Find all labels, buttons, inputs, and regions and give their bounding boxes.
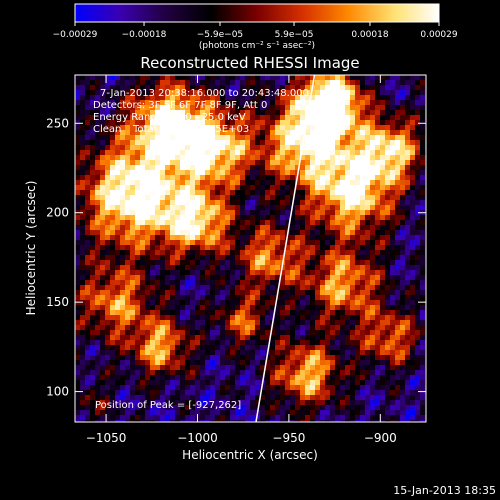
x-tick-label: −950 [272, 431, 305, 445]
x-tick-label: −1050 [86, 431, 127, 445]
peak-position: Position of Peak = [-927,262] [95, 400, 241, 411]
colorbar-tick-label: 5.9e−05 [275, 30, 314, 40]
colorbar-tick-label: −5.9e−05 [197, 30, 243, 40]
heatmap [75, 75, 426, 422]
colorbar-tick-label: −0.00018 [122, 30, 167, 40]
method: Clean [93, 124, 121, 135]
y-tick-label: 250 [46, 116, 69, 130]
y-tick-label: 100 [46, 385, 69, 399]
y-axis-label: Heliocentric Y (arcsec) [24, 181, 38, 316]
x-axis: −1050 −1000 −950 −900 [86, 75, 397, 445]
limb-line [255, 74, 316, 423]
colorbar-ticks: −0.00029 −0.00018 −5.9e−05 5.9e−05 0.00018 0.… [53, 22, 458, 40]
colorbar-tick-label: 0.00029 [420, 30, 457, 40]
energy-range: Energy Range: 12.0 - 25.0 keV [93, 112, 246, 123]
y-axis: 100 150 200 250 [46, 116, 426, 399]
x-tick-label: −900 [364, 431, 397, 445]
plot-frame [74, 74, 427, 423]
detectors: Detectors: 3F 5F 6F 7F 8F 9F, Att 0 [93, 100, 267, 111]
y-tick-label: 200 [46, 206, 69, 220]
colorbar-tick-label: 0.00018 [351, 30, 388, 40]
annotation-block: 7-Jan-2013 20:38:16.000 to 20:43:48.000 … [93, 88, 309, 411]
colorbar-unit-label: (photons cm⁻² s⁻¹ asec⁻²) [199, 41, 315, 51]
total-counts: Total counts: 6.15E+03 [132, 124, 249, 135]
colorbar-tick-label: −0.00029 [53, 30, 98, 40]
x-axis-label: Heliocentric X (arcsec) [182, 448, 318, 462]
chart-title: Reconstructed RHESSI Image [140, 54, 359, 72]
y-tick-label: 150 [46, 295, 69, 309]
colorbar [74, 3, 440, 23]
time-range: 7-Jan-2013 20:38:16.000 to 20:43:48.000 [100, 88, 309, 99]
footer-timestamp: 15-Jan-2013 18:35 [393, 484, 496, 497]
x-tick-label: −1000 [177, 431, 218, 445]
